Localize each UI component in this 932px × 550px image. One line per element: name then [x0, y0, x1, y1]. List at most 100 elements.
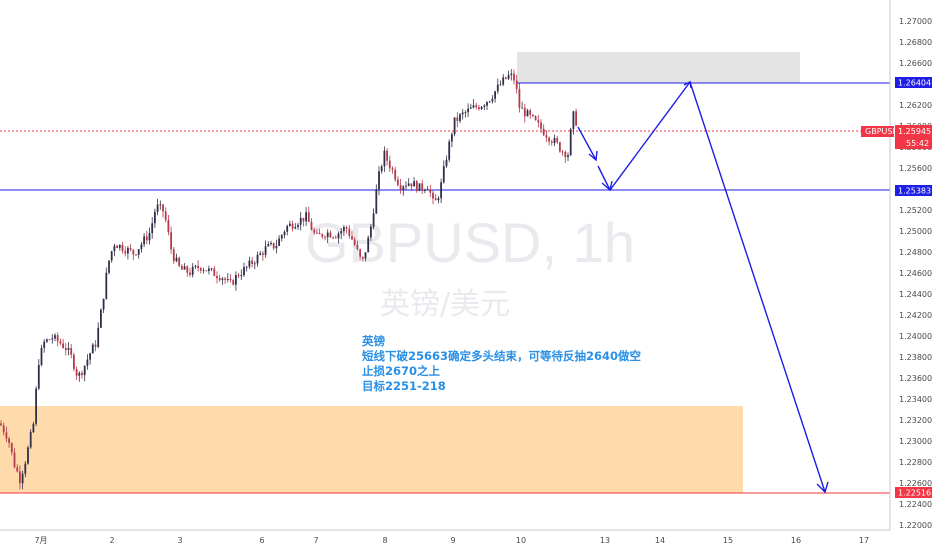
candle-body: [307, 212, 310, 222]
y-tick-label: 1.22400: [899, 500, 932, 509]
y-axis[interactable]: 1.270001.268001.266001.262001.260001.258…: [899, 17, 932, 530]
candle-body: [394, 169, 397, 180]
candle-body: [121, 244, 124, 252]
candle-body: [183, 266, 186, 270]
candle-body: [143, 236, 145, 245]
candle-body: [70, 347, 73, 355]
candle-body: [348, 228, 351, 237]
candle-body: [451, 134, 453, 142]
candle-body: [510, 73, 513, 75]
candle-body: [437, 198, 440, 201]
x-axis[interactable]: 7月 2 3 6 7 8 9 10 13 14 15 16 17: [34, 536, 869, 545]
candle-body: [380, 166, 383, 172]
price-label-125383[interactable]: 1.25383: [895, 185, 932, 196]
price-label-current[interactable]: GBPUSD 1.25945 55:42: [861, 125, 932, 149]
projection-arrows[interactable]: [577, 80, 829, 494]
candle-body: [515, 80, 518, 90]
price-label-122516[interactable]: 1.22516: [895, 487, 932, 498]
current-price-text: 1.25945: [898, 127, 931, 136]
candle-body: [97, 327, 100, 347]
candle-body: [16, 467, 19, 472]
candle-body: [13, 452, 16, 468]
candle-body: [235, 275, 237, 285]
y-tick-label: 1.22000: [899, 521, 932, 530]
candle-body: [73, 354, 75, 369]
candle-body: [102, 298, 105, 310]
candle-body: [445, 159, 448, 167]
y-tick-label: 1.22600: [899, 479, 932, 488]
candle-body: [262, 253, 264, 255]
candle-body: [145, 236, 148, 241]
y-tick-label: 1.26600: [899, 59, 932, 68]
x-tick-label: 14: [655, 536, 665, 545]
candle-body: [550, 141, 553, 143]
candle-body: [286, 225, 289, 232]
annotation-line-3: 止损2670之上: [362, 364, 441, 378]
candle-body: [226, 279, 229, 280]
candle-body: [386, 150, 388, 161]
price-tag-bg: [895, 77, 932, 88]
candle-body: [478, 107, 480, 110]
candle-body: [27, 447, 29, 464]
candle-body: [356, 244, 359, 250]
candle-body: [10, 442, 13, 453]
candle-body: [321, 234, 324, 237]
arrow-head-4: [816, 481, 829, 494]
candle-body: [334, 237, 337, 239]
price-label-126404[interactable]: 1.26404: [895, 77, 932, 88]
candle-body: [513, 73, 515, 81]
candle-body: [159, 204, 162, 206]
candle-body: [194, 265, 197, 267]
candle-body: [280, 235, 283, 239]
candle-body: [178, 257, 181, 267]
candle-body: [202, 270, 205, 272]
candle-body: [105, 272, 108, 299]
candle-body: [221, 278, 224, 281]
candle-body: [540, 122, 542, 129]
candle-body: [164, 211, 167, 220]
y-tick-label: 1.23000: [899, 437, 932, 446]
candle-body: [205, 270, 208, 272]
candle-body: [391, 168, 394, 170]
candle-body: [375, 189, 378, 214]
candle-body: [415, 181, 418, 191]
candle-body: [564, 151, 567, 158]
candle-body: [370, 226, 372, 238]
support-zone: [0, 406, 743, 493]
candle-body: [399, 184, 402, 190]
candle-body: [486, 101, 488, 106]
candle-body: [113, 245, 116, 252]
candle-body: [189, 272, 191, 275]
x-tick-label: 7: [313, 536, 318, 545]
y-tick-label: 1.24800: [899, 248, 932, 257]
candle-body: [345, 227, 348, 229]
candle-body: [534, 116, 537, 121]
candle-body: [86, 359, 89, 366]
candle-body: [216, 275, 218, 279]
x-tick-label: 9: [450, 536, 455, 545]
candle-body: [267, 244, 270, 247]
y-tick-label: 1.25000: [899, 227, 932, 236]
candle-body: [434, 198, 437, 201]
candle-body: [213, 268, 216, 276]
symbol-tag: [861, 126, 894, 137]
candle-body: [405, 185, 407, 187]
candle-body: [37, 364, 40, 389]
y-tick-label: 1.24600: [899, 269, 932, 278]
candle-body: [5, 432, 8, 439]
x-tick-label: 17: [859, 536, 869, 545]
symbol-tag-text: GBPUSD: [865, 127, 899, 136]
candle-body: [526, 110, 529, 117]
candle-body: [329, 232, 332, 238]
y-tick-label: 1.26800: [899, 38, 932, 47]
candle-body: [542, 128, 545, 136]
x-tick-label: 6: [259, 536, 264, 545]
candle-body: [218, 278, 221, 281]
candle-body: [440, 182, 442, 199]
x-tick-label: 7月: [34, 536, 47, 545]
candle-body: [94, 344, 97, 347]
candle-body: [64, 347, 67, 350]
candle-body: [51, 338, 54, 340]
candle-body: [383, 150, 386, 167]
